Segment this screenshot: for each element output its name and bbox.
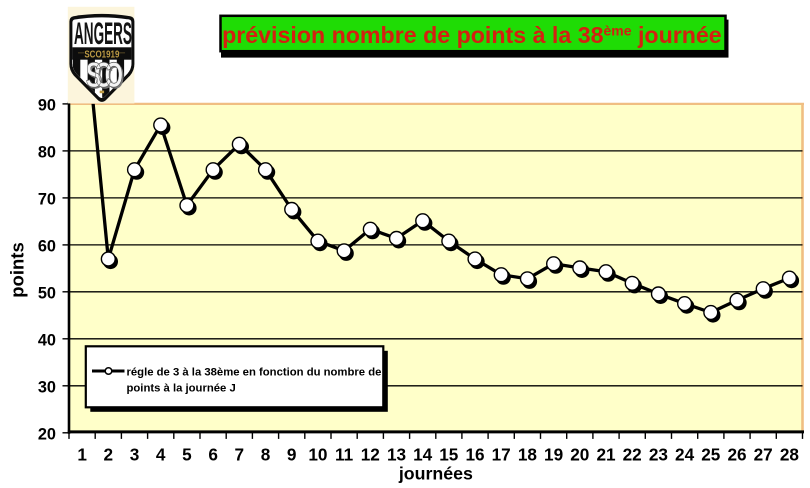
svg-text:90: 90 bbox=[38, 97, 56, 115]
svg-text:8: 8 bbox=[261, 445, 271, 465]
svg-text:30: 30 bbox=[38, 378, 56, 396]
svg-text:16: 16 bbox=[465, 445, 484, 465]
svg-text:régle de 3 à la 38ème en fonct: régle de 3 à la 38ème en fonction du nom… bbox=[127, 366, 382, 378]
svg-text:19: 19 bbox=[544, 445, 563, 465]
svg-text:20: 20 bbox=[570, 445, 589, 465]
svg-text:27: 27 bbox=[754, 445, 773, 465]
svg-text:prévision nombre de points à l: prévision nombre de points à la 38ème jo… bbox=[222, 22, 722, 48]
svg-text:17: 17 bbox=[492, 445, 511, 465]
svg-text:50: 50 bbox=[38, 284, 56, 302]
svg-text:20: 20 bbox=[38, 425, 56, 443]
svg-text:6: 6 bbox=[208, 445, 218, 465]
svg-text:70: 70 bbox=[38, 191, 56, 209]
svg-text:journées: journées bbox=[398, 464, 473, 484]
svg-text:14: 14 bbox=[413, 445, 433, 465]
svg-text:SCO1919: SCO1919 bbox=[84, 48, 119, 59]
svg-text:points: points bbox=[7, 242, 28, 298]
svg-text:1: 1 bbox=[77, 445, 87, 465]
svg-text:11: 11 bbox=[335, 445, 354, 465]
svg-text:points à la journée J: points à la journée J bbox=[127, 382, 236, 394]
svg-text:28: 28 bbox=[780, 445, 800, 465]
svg-text:10: 10 bbox=[308, 445, 327, 465]
svg-text:60: 60 bbox=[38, 238, 56, 256]
svg-text:25: 25 bbox=[701, 445, 721, 465]
svg-text:3: 3 bbox=[130, 445, 140, 465]
svg-text:40: 40 bbox=[38, 331, 56, 349]
svg-text:4: 4 bbox=[156, 445, 166, 465]
svg-text:ANGERS: ANGERS bbox=[74, 17, 132, 52]
svg-text:12: 12 bbox=[361, 445, 380, 465]
svg-text:21: 21 bbox=[596, 445, 616, 465]
svg-text:13: 13 bbox=[387, 445, 406, 465]
svg-text:5: 5 bbox=[182, 445, 192, 465]
svg-text:9: 9 bbox=[287, 445, 297, 465]
svg-text:22: 22 bbox=[623, 445, 642, 465]
svg-text:23: 23 bbox=[649, 445, 668, 465]
svg-text:═══: ═══ bbox=[77, 51, 85, 55]
svg-text:15: 15 bbox=[439, 445, 459, 465]
svg-text:26: 26 bbox=[727, 445, 746, 465]
svg-text:80: 80 bbox=[38, 144, 56, 162]
svg-text:18: 18 bbox=[518, 445, 538, 465]
svg-text:2: 2 bbox=[104, 445, 114, 465]
svg-text:24: 24 bbox=[675, 445, 695, 465]
svg-text:═══: ═══ bbox=[118, 51, 126, 55]
svg-text:7: 7 bbox=[235, 445, 245, 465]
